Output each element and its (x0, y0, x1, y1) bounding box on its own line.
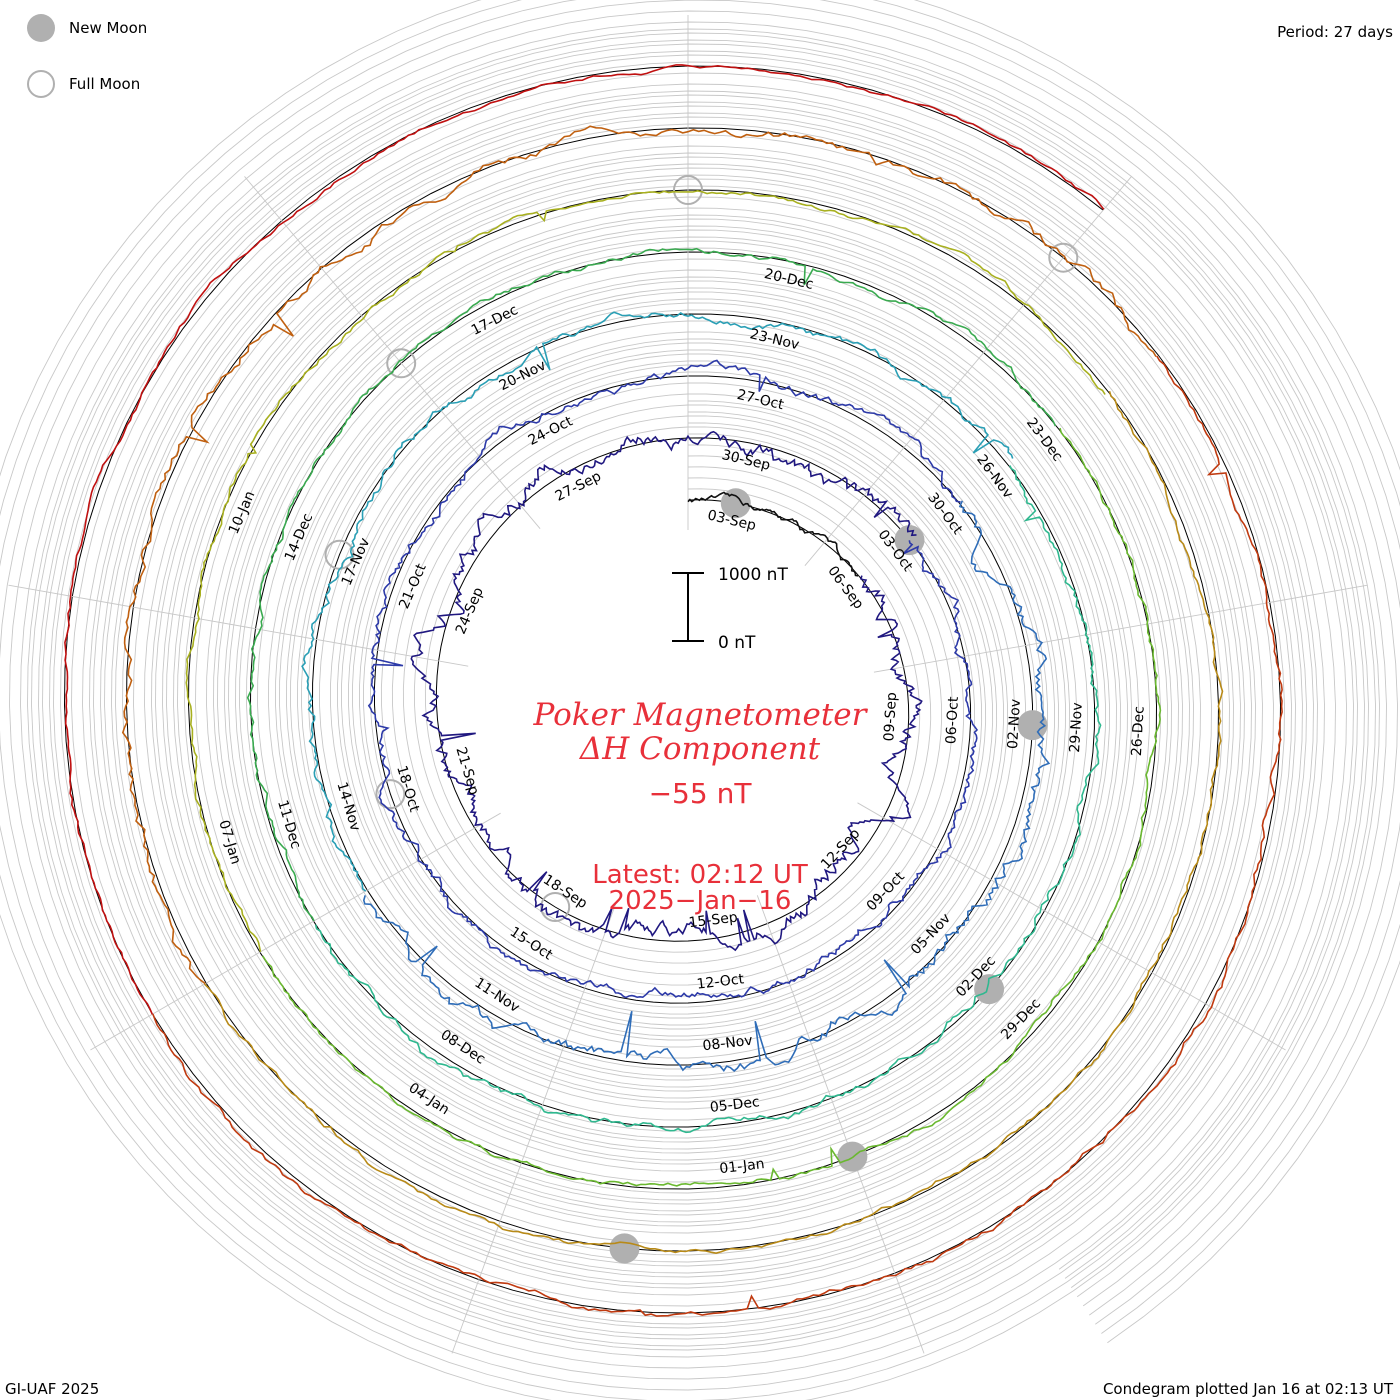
date-label-30: 29-Nov (1067, 702, 1086, 753)
new-moon-marker-1 (720, 488, 751, 519)
grid-spiral-1 (53, 54, 1354, 1325)
grid-spiral-5 (9, 10, 1398, 1369)
new-moon-marker-6 (609, 1233, 640, 1264)
date-label-12: 06-Oct (943, 696, 962, 745)
legend-new-moon: New Moon (27, 14, 147, 42)
full-moon-icon (27, 70, 55, 98)
current-value: −55 nT (648, 777, 752, 810)
scale-bar-top-label: 1000 nT (718, 565, 788, 585)
legend-new-moon-label: New Moon (69, 19, 148, 37)
chart-title: Poker Magnetometer (533, 697, 867, 733)
series-trace-1 (687, 491, 859, 577)
new-moon-icon (27, 14, 55, 42)
series-trace-11 (121, 125, 1157, 985)
chart-subtitle: ΔH Component (579, 731, 821, 767)
date-label-39: 26-Dec (1129, 706, 1148, 757)
latest-time: Latest: 02:12 UT (592, 860, 808, 890)
date-label-2: 06-Sep (824, 563, 866, 612)
footer-plotted: Condegram plotted Jan 16 at 02:13 UT (1102, 1380, 1393, 1398)
date-label-23: 08-Nov (702, 1033, 754, 1055)
radial-spokes (8, 15, 1368, 1354)
grid-spiral-4 (20, 21, 1387, 1358)
spoke-8 (8, 584, 469, 667)
full-moon-marker-5 (673, 175, 703, 205)
date-label-32: 05-Dec (709, 1094, 760, 1116)
series-trace-7 (246, 247, 1057, 922)
series-trace-12 (152, 355, 1283, 1317)
series-trace-9 (185, 189, 1106, 952)
series-trace-4 (362, 500, 1051, 1072)
full-moon-marker-2 (375, 779, 406, 810)
date-label-5: 15-Sep (688, 910, 739, 932)
moon-phase-markers (324, 175, 1079, 1264)
date-label-3: 09-Sep (881, 692, 900, 742)
full-moon-marker-6 (1048, 242, 1079, 273)
spoke-6 (451, 901, 617, 1354)
full-moon-marker-1 (540, 892, 571, 922)
date-label-21: 02-Nov (1005, 698, 1024, 749)
series-trace-3 (367, 359, 979, 999)
series-trace-6 (314, 465, 1102, 1134)
date-label-19: 27-Oct (735, 387, 785, 414)
spoke-2 (804, 176, 1132, 566)
grid-spiral-3 (31, 32, 1376, 1347)
legend-full-moon: Full Moon (27, 70, 140, 98)
series-trace-13 (64, 64, 1105, 1015)
series-trace-2 (410, 430, 923, 952)
scale-bar-bottom-label: 0 nT (718, 633, 756, 653)
date-label-37: 20-Dec (763, 266, 815, 293)
date-label-14: 12-Oct (696, 971, 746, 992)
spoke-5 (756, 895, 925, 1354)
new-moon-marker-4 (974, 974, 1005, 1005)
new-moon-marker-5 (837, 1141, 868, 1172)
date-label-15: 15-Oct (507, 924, 556, 964)
grid-spiral-2 (42, 43, 1365, 1336)
full-moon-marker-4 (386, 348, 417, 379)
series-trace-10 (203, 390, 1224, 1255)
latest-date: 2025−Jan−16 (608, 886, 792, 916)
spoke-4 (857, 802, 1286, 1051)
date-label-41: 01-Jan (719, 1156, 766, 1177)
period-label: Period: 27 days (1277, 23, 1393, 41)
new-moon-marker-3 (1017, 710, 1048, 741)
spoke-7 (90, 812, 501, 1051)
date-label-28: 23-Nov (748, 326, 801, 353)
series-trace-5 (301, 311, 1014, 892)
spoke-3 (873, 584, 1368, 673)
data-series (64, 64, 1283, 1317)
legend-full-moon-label: Full Moon (69, 75, 141, 93)
series-trace-8 (262, 427, 1162, 1187)
scale-bar: 1000 nT 0 nT (672, 565, 788, 653)
footer-credit: GI-UAF 2025 (5, 1380, 100, 1398)
